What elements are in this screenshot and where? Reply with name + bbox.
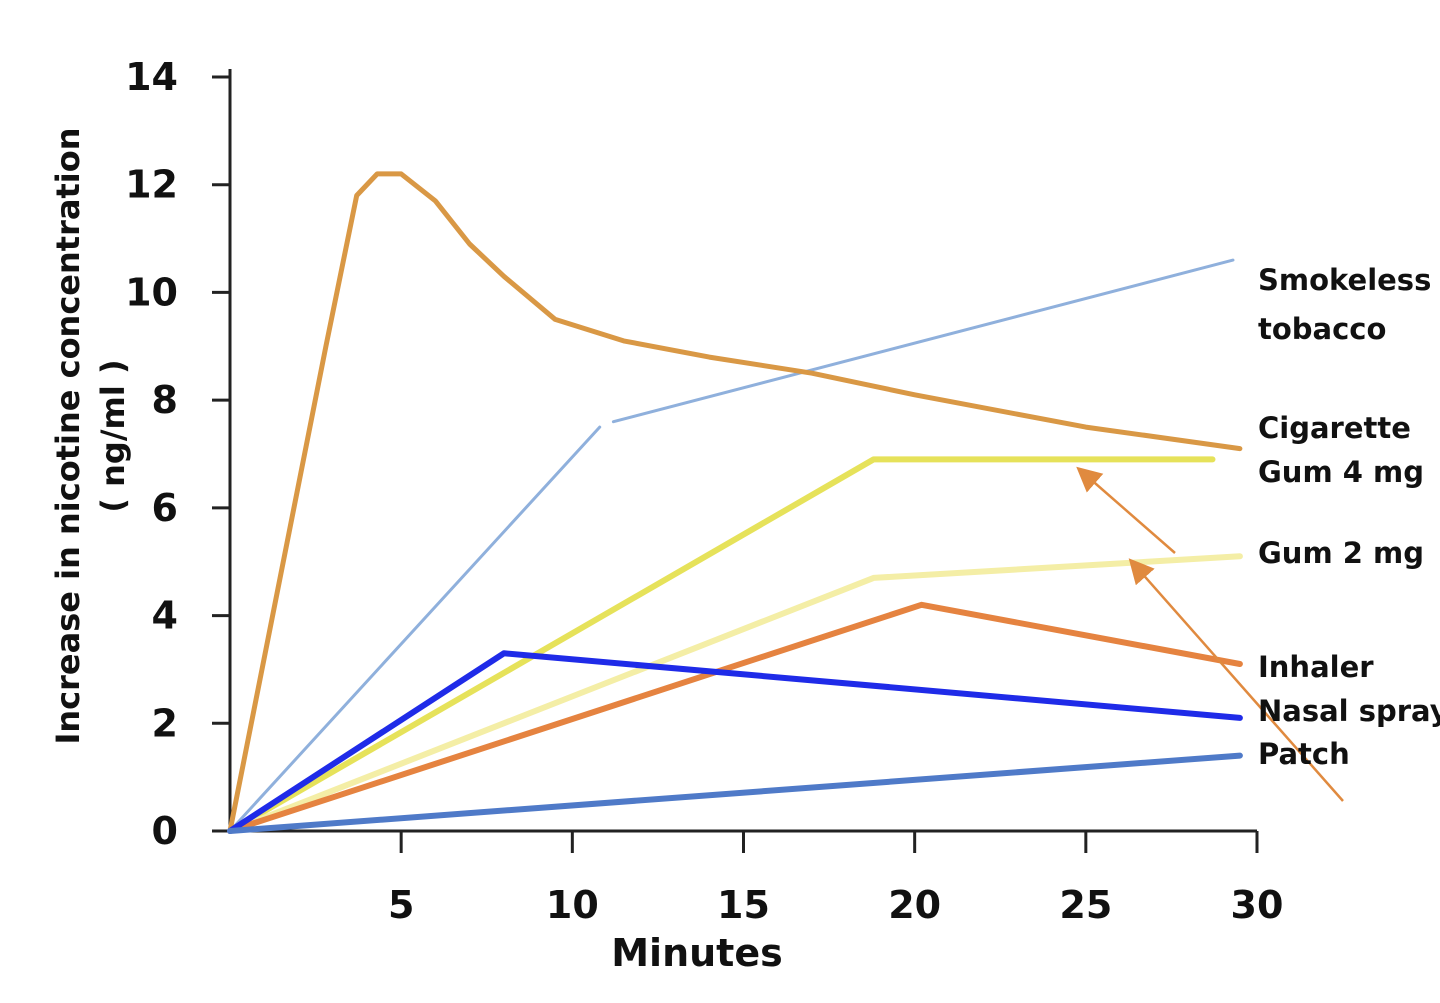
series-line-inhaler (227, 601, 1243, 834)
series-label-gum-4-mg: Gum 4 mg (1258, 455, 1424, 489)
x-tick-label: 30 (1231, 883, 1284, 927)
y-axis-title: Increase in nicotine concentration (49, 128, 87, 745)
x-tick-label: 15 (717, 883, 770, 927)
series-line-smokeless-tobacco (611, 258, 1235, 424)
y-tick-label: 12 (125, 163, 178, 207)
x-tick-label: 5 (388, 883, 414, 927)
y-tick-label: 6 (152, 486, 178, 530)
y-axis-unit: ( ng/ml ) (94, 359, 132, 512)
arrow-to-gum-4mg (1076, 466, 1176, 554)
y-tick-label: 10 (125, 270, 178, 314)
series-lines (227, 171, 1243, 834)
y-tick-label: 4 (152, 594, 178, 638)
annotation-arrows (1076, 466, 1344, 802)
series-label-patch: Patch (1258, 737, 1350, 771)
series-label-inhaler: Inhaler (1258, 650, 1374, 684)
series-line-patch (227, 752, 1243, 834)
series-line-cigarette (227, 171, 1243, 834)
series-label-cigarette: Cigarette (1258, 411, 1411, 445)
series-label-nasal-spray: Nasal spray (1258, 694, 1440, 728)
y-tick-label: 0 (152, 809, 178, 853)
series-line-smokeless-tobacco (228, 425, 602, 833)
series-labels: Smokeless tobacco Cigarette Gum 4 mg Gum 2 m… (1258, 263, 1440, 771)
x-tick-label: 25 (1059, 883, 1112, 927)
series-line-nasal-spray (227, 650, 1243, 834)
y-tick-label: 8 (152, 378, 178, 422)
x-tick-label: 10 (546, 883, 599, 927)
series-label-smokeless-tobacco: Smokeless (1258, 263, 1431, 297)
series-line-gum-2-mg (227, 553, 1243, 834)
axes: 0 2 4 6 8 10 12 14 5 10 15 20 25 30 (125, 55, 1283, 927)
series-line-gum-4-mg (227, 456, 1216, 834)
y-tick-label: 2 (152, 701, 178, 745)
x-axis-title: Minutes (611, 931, 783, 975)
series-label-smokeless-tobacco: tobacco (1258, 312, 1386, 346)
arrow-to-gum-2mg (1128, 558, 1344, 802)
x-tick-label: 20 (888, 883, 941, 927)
y-tick-label: 14 (125, 55, 178, 99)
series-label-gum-2-mg: Gum 2 mg (1258, 536, 1424, 570)
